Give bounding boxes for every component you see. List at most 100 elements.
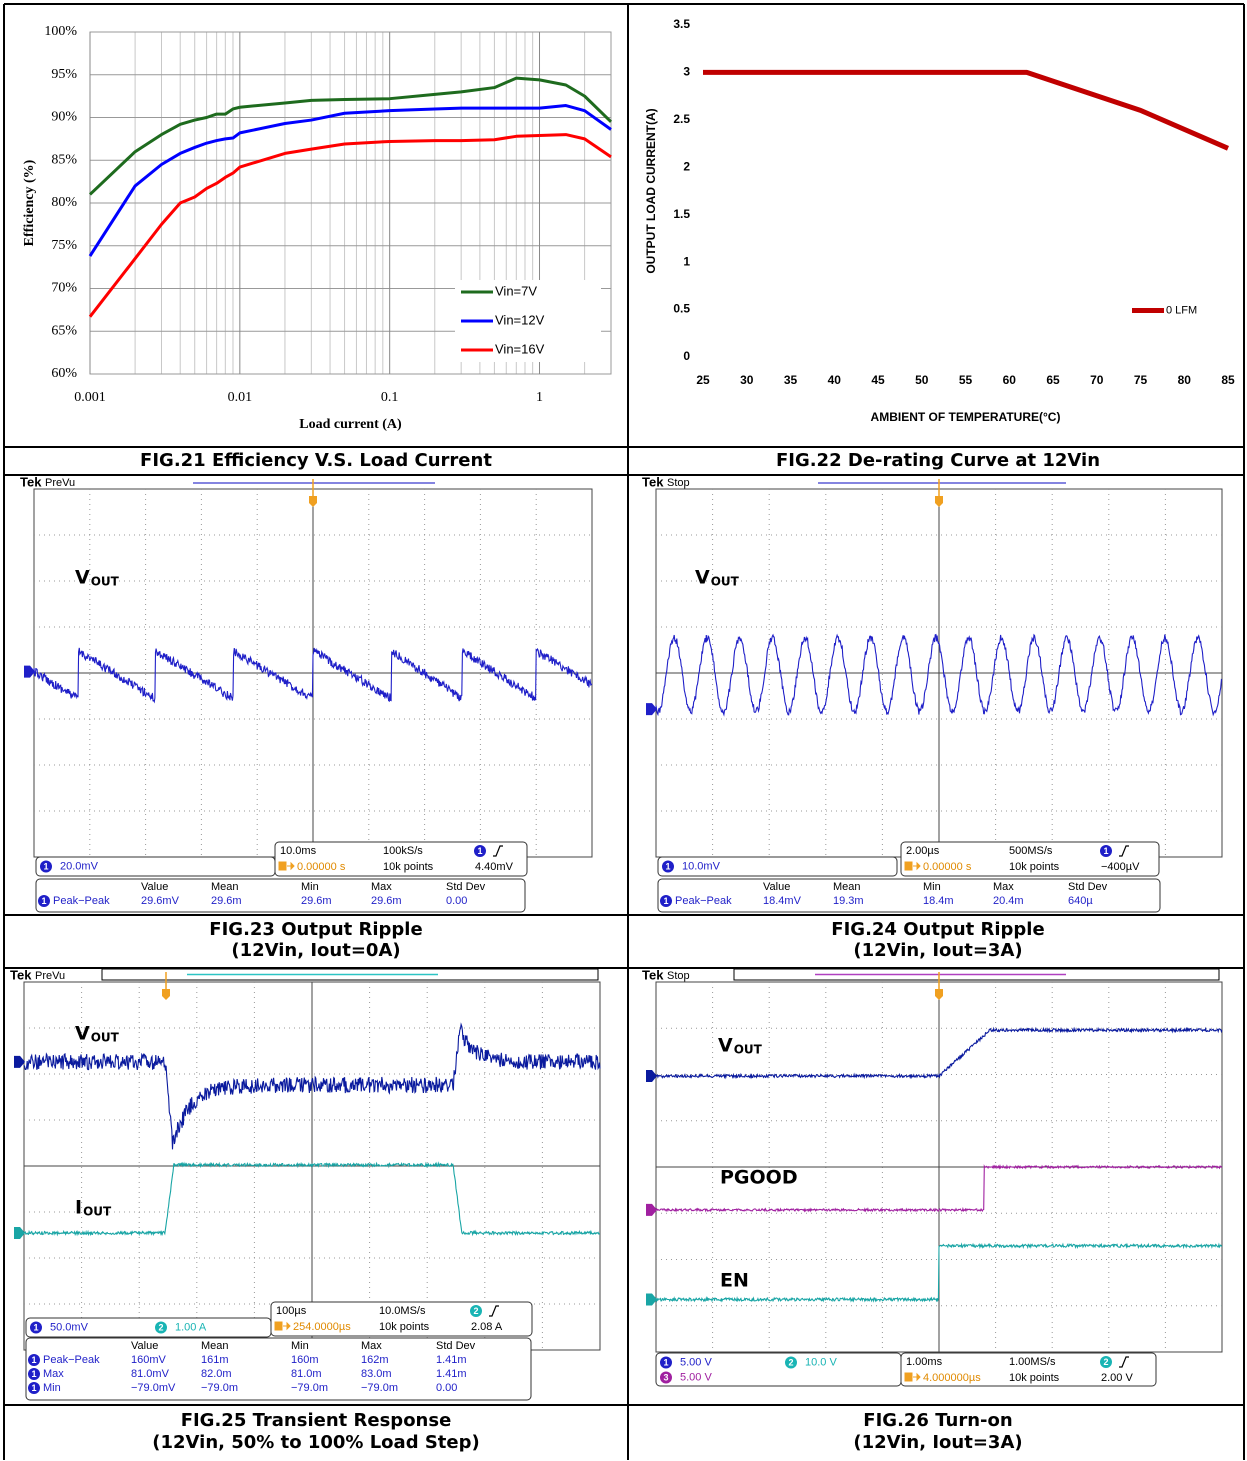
scope-brand: Tek — [642, 967, 664, 982]
timebase-scale: 100µs — [276, 1305, 307, 1317]
measure-value: 82.0m — [201, 1368, 232, 1380]
measure-value: 0.00 — [446, 895, 467, 907]
x-tick-label: 70 — [1090, 373, 1104, 387]
scope-state: Stop — [667, 477, 690, 489]
x-tick-label: 0.1 — [381, 390, 399, 405]
figure-caption: FIG.24 Output Ripple — [831, 919, 1044, 940]
page: 60%65%70%75%80%85%90%95%100%0.0010.010.1… — [0, 0, 1247, 1461]
trace-label: V — [75, 567, 90, 589]
trigger-position: 254.0000µs — [293, 1321, 351, 1333]
scope-state: PreVu — [45, 477, 75, 489]
x-tick-label: 25 — [696, 373, 710, 387]
y-tick-label: 80% — [51, 195, 77, 210]
y-tick-label: 3 — [683, 65, 690, 79]
measure-value: 640µ — [1068, 895, 1093, 907]
trace-label: I — [75, 1197, 82, 1219]
measure-name: Max — [43, 1368, 64, 1380]
channel-number: 1 — [665, 861, 670, 871]
measure-header: Mean — [211, 881, 239, 893]
timebase-scale: 1.00ms — [906, 1356, 943, 1368]
channel-scale: 20.0mV — [60, 860, 99, 872]
measure-value: 29.6mV — [141, 895, 180, 907]
legend-label: 0 LFM — [1166, 304, 1197, 316]
channel-number: 1 — [1103, 846, 1108, 856]
measure-value: 18.4m — [923, 895, 954, 907]
legend-label: Vin=7V — [495, 283, 537, 298]
measure-header: Max — [993, 881, 1014, 893]
trace-label: V — [75, 1023, 90, 1045]
figure-caption: FIG.26 Turn-on — [863, 1410, 1012, 1431]
measure-name: Peak−Peak — [53, 895, 110, 907]
channel-number: 1 — [33, 1322, 38, 1332]
y-tick-label: 0.5 — [673, 302, 690, 316]
measure-value: 83.0m — [361, 1368, 392, 1380]
y-tick-label: 75% — [51, 238, 77, 253]
x-tick-label: 50 — [915, 373, 929, 387]
measure-value: 160mV — [131, 1354, 167, 1366]
trace-label-subscript: OUT — [91, 1031, 120, 1045]
channel-scale: 10.0 V — [805, 1356, 837, 1368]
measure-header: Mean — [201, 1340, 229, 1352]
measure-header: Max — [371, 881, 392, 893]
channel-number: 1 — [43, 861, 48, 871]
channel-number: 3 — [663, 1372, 668, 1382]
measure-header: Min — [923, 881, 941, 893]
sample-rate: 1.00MS/s — [1009, 1356, 1056, 1368]
trigger-level: 2.00 V — [1101, 1372, 1133, 1384]
trace-label-subscript: OUT — [91, 575, 120, 589]
measure-header: Min — [291, 1340, 309, 1352]
measure-name: Min — [43, 1382, 61, 1394]
measure-value: −79.0mV — [131, 1382, 176, 1394]
record-length: 10k points — [1009, 861, 1060, 873]
trigger-level: 4.40mV — [475, 861, 514, 873]
x-tick-label: 40 — [828, 373, 842, 387]
y-tick-label: 95% — [51, 67, 77, 82]
trigger-position-icon — [905, 1373, 920, 1381]
x-tick-label: 55 — [959, 373, 973, 387]
legend-label: Vin=16V — [495, 341, 545, 356]
sample-rate: 500MS/s — [1009, 845, 1053, 857]
measure-value: −79.0m — [291, 1382, 328, 1394]
y-tick-label: 65% — [51, 323, 77, 338]
figure-caption: (12Vin, Iout=3A) — [853, 940, 1022, 961]
channel-number: 1 — [663, 896, 668, 906]
channel-number: 1 — [41, 896, 46, 906]
channel-scale: 50.0mV — [50, 1321, 89, 1333]
channel-scale: 1.00 A — [175, 1321, 207, 1333]
x-axis-title: Load current (A) — [299, 417, 402, 432]
measure-value: 162m — [361, 1354, 389, 1366]
measure-header: Std Dev — [436, 1340, 476, 1352]
y-tick-label: 100% — [44, 24, 77, 39]
y-tick-label: 60% — [51, 366, 77, 381]
record-length: 10k points — [383, 861, 434, 873]
channel-number: 1 — [31, 1355, 36, 1365]
figure-caption: (12Vin, Iout=3A) — [853, 1432, 1022, 1453]
channel-number: 2 — [1103, 1357, 1108, 1367]
y-tick-label: 1 — [683, 254, 690, 268]
channel-number: 2 — [788, 1357, 793, 1367]
measure-value: 20.4m — [993, 895, 1024, 907]
x-tick-label: 35 — [784, 373, 798, 387]
trigger-position-icon — [905, 862, 920, 870]
measure-header: Value — [763, 881, 790, 893]
figure-caption: FIG.21 Efficiency V.S. Load Current — [140, 450, 492, 471]
measure-header: Mean — [833, 881, 861, 893]
trace-label-subscript: OUT — [83, 1205, 112, 1219]
datasheet-figures: 60%65%70%75%80%85%90%95%100%0.0010.010.1… — [0, 0, 1247, 1461]
trigger-level: 2.08 A — [471, 1321, 503, 1333]
sample-rate: 10.0MS/s — [379, 1305, 426, 1317]
legend-label: Vin=12V — [495, 312, 545, 327]
x-tick-label: 65 — [1046, 373, 1060, 387]
x-tick-label: 85 — [1221, 373, 1235, 387]
scope-capture: TekPreVuVOUTIOUT150.0mV21.00 A100µs10.0M… — [10, 967, 600, 1400]
scope-brand: Tek — [642, 474, 664, 489]
measure-value: 81.0mV — [131, 1368, 170, 1380]
measure-name: Peak−Peak — [43, 1354, 100, 1366]
measure-value: 81.0m — [291, 1368, 322, 1380]
measure-value: 160m — [291, 1354, 319, 1366]
figure-caption: (12Vin, 50% to 100% Load Step) — [152, 1432, 479, 1453]
trigger-position: 0.00000 s — [297, 861, 346, 873]
x-tick-label: 1 — [536, 390, 543, 405]
measure-value: 19.3m — [833, 895, 864, 907]
